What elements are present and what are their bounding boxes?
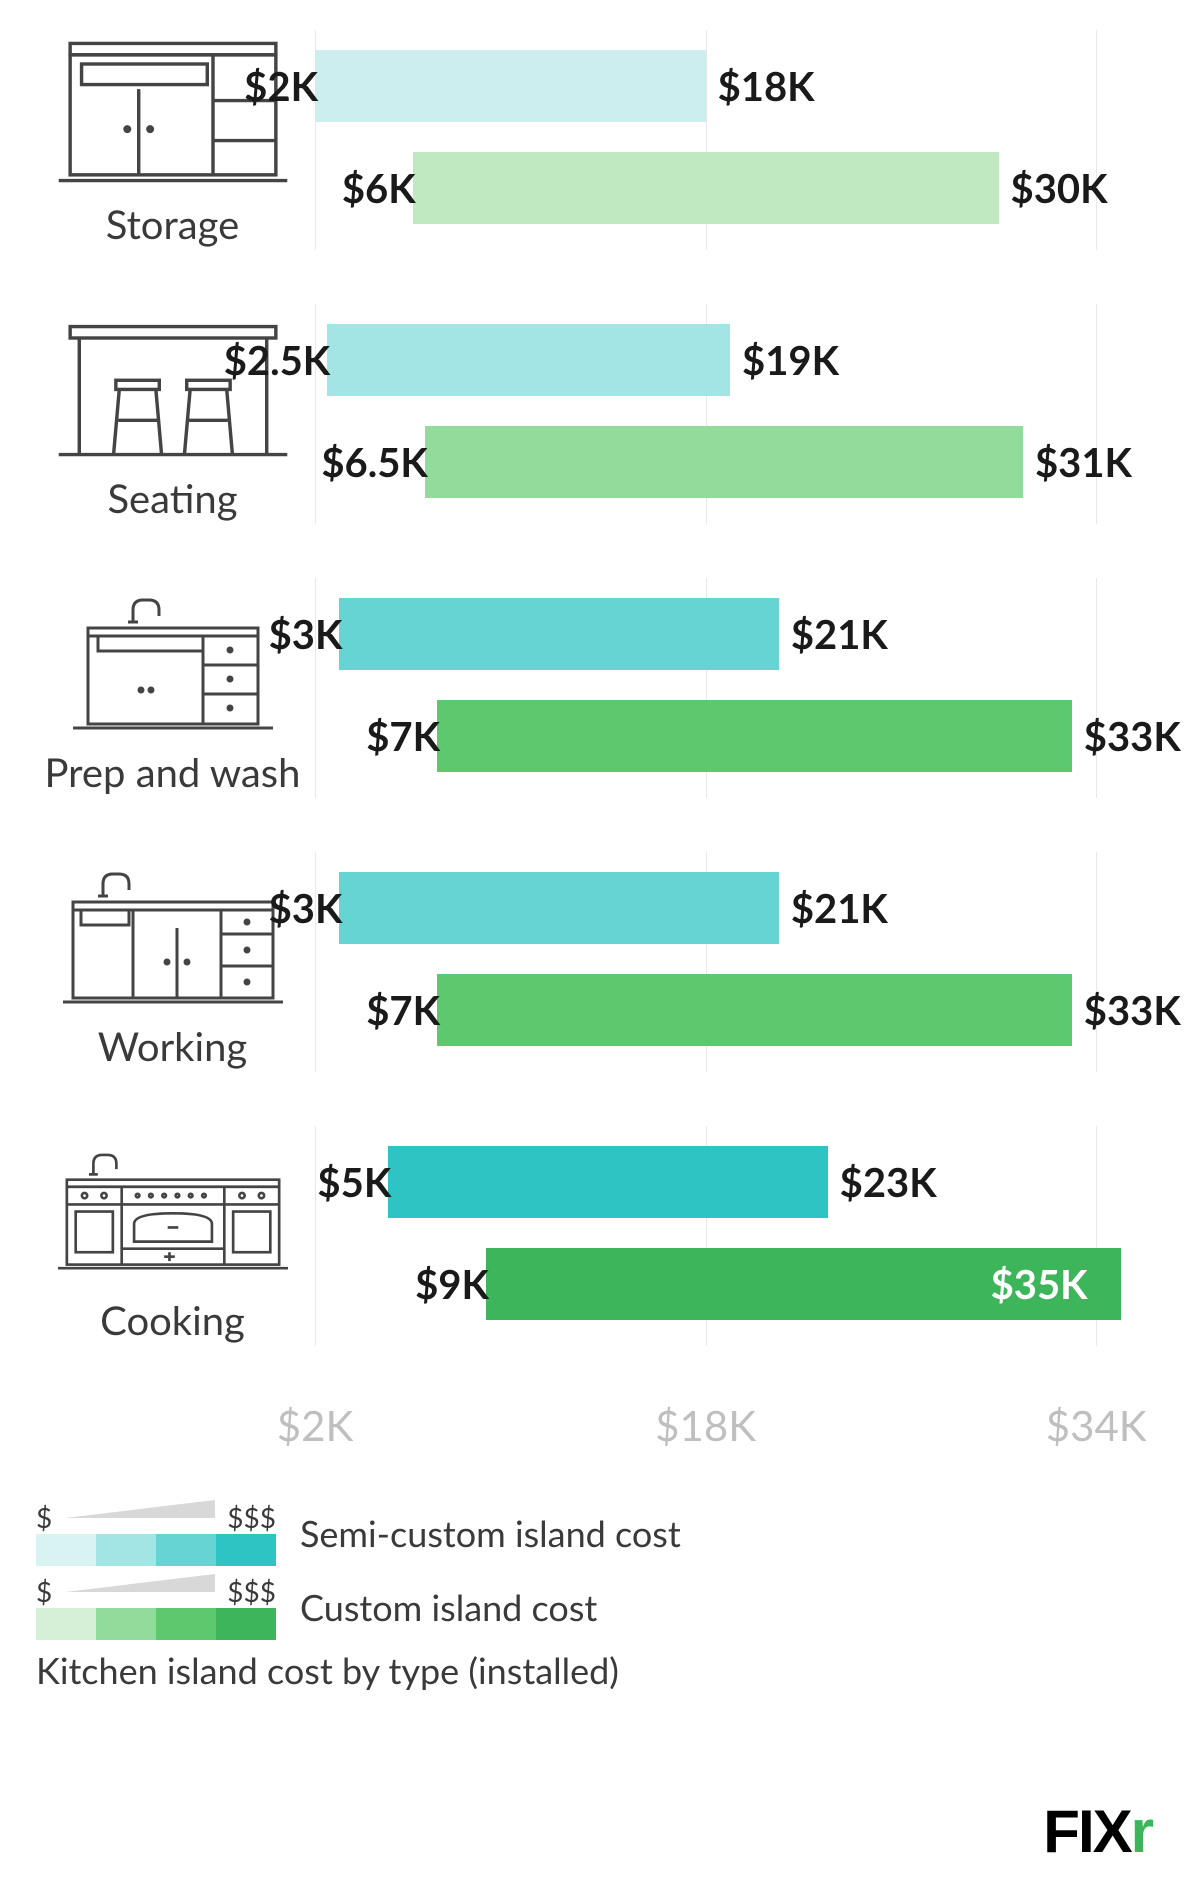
legend-swatches-semi xyxy=(36,1534,276,1566)
working-icon xyxy=(58,854,288,1014)
custom-low-label: $7K xyxy=(366,712,440,760)
semi-low-label: $2.5K xyxy=(224,336,331,384)
category-label: Storage xyxy=(106,200,239,248)
semi-high-label: $21K xyxy=(791,884,888,932)
storage-icon xyxy=(58,32,288,192)
wedge-icon xyxy=(65,1500,215,1518)
custom-bar xyxy=(425,426,1023,498)
legend-swatches-custom xyxy=(36,1608,276,1640)
category-label: Prep and wash xyxy=(45,748,301,796)
legend-scale-semi: $ $$$ xyxy=(36,1500,276,1566)
custom-low-label: $7K xyxy=(366,986,440,1034)
gridline xyxy=(1096,30,1097,250)
gridline xyxy=(1096,578,1097,798)
custom-bar xyxy=(413,152,999,224)
semi-high-label: $18K xyxy=(718,62,815,110)
legend-swatch xyxy=(156,1608,216,1640)
legend-swatch xyxy=(36,1608,96,1640)
category-row: Cooking $5K $23K $9K $35K xyxy=(30,1126,1160,1346)
category-row: Storage $2K $18K $6K $30K xyxy=(30,30,1160,250)
chart-title: Kitchen island cost by type (installed) xyxy=(36,1648,1160,1692)
legend-swatch xyxy=(156,1534,216,1566)
semi-custom-bar xyxy=(339,598,778,670)
x-axis-label: $18K xyxy=(655,1400,756,1450)
logo-r: r xyxy=(1131,1798,1152,1865)
kitchen-island-cost-chart: Storage $2K $18K $6K $30K Seating $2.5K $19K $6… xyxy=(30,30,1160,1692)
custom-bar xyxy=(437,700,1072,772)
x-axis-label: $2K xyxy=(277,1400,354,1450)
legend-swatch xyxy=(96,1534,156,1566)
semi-high-label: $23K xyxy=(840,1158,937,1206)
semi-custom-bar xyxy=(327,324,730,396)
legend: $ $$$ Semi-custom island cost $ $$$ Cust… xyxy=(30,1500,1160,1692)
semi-low-label: $5K xyxy=(317,1158,391,1206)
chart-rows: Storage $2K $18K $6K $30K Seating $2.5K $19K $6… xyxy=(30,30,1160,1346)
category-row: Seating $2.5K $19K $6.5K $31K xyxy=(30,304,1160,524)
bars-column: $3K$21K$7K$33K xyxy=(315,852,1160,1072)
legend-swatch xyxy=(96,1608,156,1640)
legend-swatch xyxy=(216,1534,276,1566)
gridline xyxy=(1096,852,1097,1072)
semi-high-label: $19K xyxy=(742,336,839,384)
legend-low-symbol: $ xyxy=(36,1500,52,1534)
custom-low-label: $9K xyxy=(415,1260,489,1308)
seating-icon xyxy=(58,306,288,466)
category-row: Prep and wash$3K$21K$7K$33K xyxy=(30,578,1160,798)
legend-row-semi: $ $$$ Semi-custom island cost xyxy=(36,1500,1160,1566)
custom-high-label: $35K xyxy=(991,1260,1088,1308)
legend-swatch xyxy=(216,1608,276,1640)
legend-row-custom: $ $$$ Custom island cost xyxy=(36,1574,1160,1640)
legend-low-symbol: $ xyxy=(36,1574,52,1608)
category-label: Cooking xyxy=(100,1296,245,1344)
category-label: Seating xyxy=(107,474,237,522)
wedge-icon xyxy=(65,1574,215,1592)
bars-column: $5K $23K $9K $35K xyxy=(315,1126,1160,1346)
x-axis-label: $34K xyxy=(1046,1400,1147,1450)
x-axis: $2K$18K$34K xyxy=(315,1400,1160,1460)
custom-high-label: $30K xyxy=(1011,164,1108,212)
semi-high-label: $21K xyxy=(791,610,888,658)
legend-custom-label: Custom island cost xyxy=(300,1585,597,1629)
bars-column: $3K$21K$7K$33K xyxy=(315,578,1160,798)
fixr-logo: FIXr xyxy=(1043,1797,1152,1866)
custom-low-label: $6.5K xyxy=(321,438,428,486)
semi-custom-bar xyxy=(339,872,778,944)
semi-low-label: $3K xyxy=(269,884,343,932)
semi-custom-bar xyxy=(315,50,706,122)
category-label: Working xyxy=(98,1022,247,1070)
bars-column: $2.5K$19K$6.5K$31K xyxy=(315,304,1160,524)
custom-high-label: $31K xyxy=(1035,438,1132,486)
logo-fix: FIX xyxy=(1043,1798,1130,1865)
category-column: Cooking xyxy=(30,1128,315,1344)
custom-high-label: $33K xyxy=(1084,986,1181,1034)
cooking-icon xyxy=(58,1128,288,1288)
bars-column: $2K$18K$6K$30K xyxy=(315,30,1160,250)
gridline xyxy=(315,1126,316,1346)
legend-high-symbol: $$$ xyxy=(227,1500,276,1534)
custom-low-label: $6K xyxy=(342,164,416,212)
custom-high-label: $33K xyxy=(1084,712,1181,760)
semi-low-label: $3K xyxy=(269,610,343,658)
prepwash-icon xyxy=(58,580,288,740)
semi-low-label: $2K xyxy=(244,62,318,110)
legend-high-symbol: $$$ xyxy=(227,1574,276,1608)
legend-semi-label: Semi-custom island cost xyxy=(300,1511,681,1555)
gridline xyxy=(1096,304,1097,524)
legend-swatch xyxy=(36,1534,96,1566)
custom-bar xyxy=(437,974,1072,1046)
legend-scale-custom: $ $$$ xyxy=(36,1574,276,1640)
semi-custom-bar xyxy=(388,1146,827,1218)
category-row: Working$3K$21K$7K$33K xyxy=(30,852,1160,1072)
